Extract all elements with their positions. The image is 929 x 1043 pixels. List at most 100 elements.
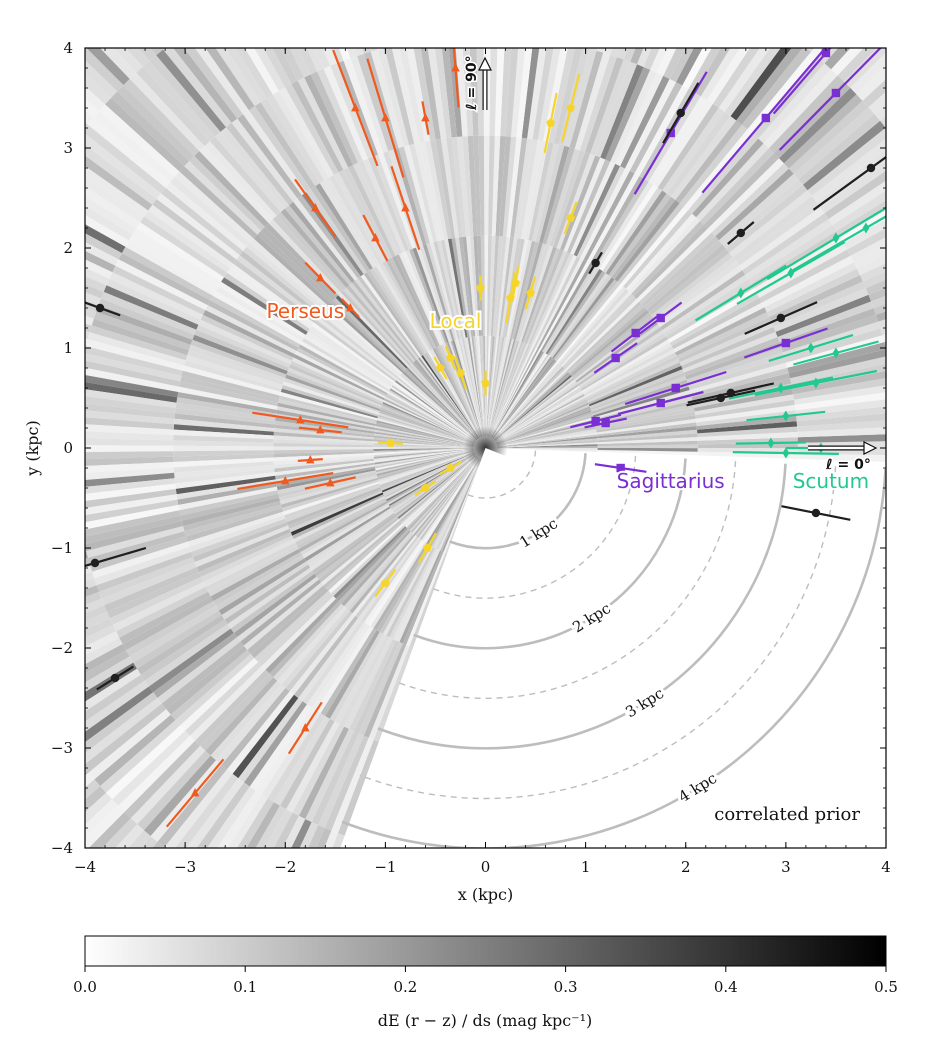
extinction-cell (278, 399, 377, 425)
extinction-cell (797, 453, 886, 462)
extinction-cell (348, 838, 359, 848)
extinction-cell (463, 337, 484, 437)
extinction-cell (424, 352, 480, 438)
extinction-cell (183, 501, 281, 532)
extinction-cell (383, 546, 433, 636)
extinction-cell (0, 104, 61, 168)
extinction-cell (535, 258, 584, 349)
extinction-cell (683, 129, 753, 211)
extinction-cell (174, 468, 275, 484)
extinction-cell (528, 142, 554, 241)
circle-marker (811, 508, 821, 518)
extinction-cell (865, 279, 886, 295)
extinction-cell (210, 295, 301, 348)
diamond-marker (832, 347, 840, 359)
extinction-cell (340, 835, 352, 848)
extinction-cell (807, 127, 886, 196)
extinction-cell (125, 0, 191, 33)
extinction-cell (889, 342, 929, 370)
extinction-cell (376, 450, 474, 476)
extinction-cell (556, 153, 596, 250)
extinction-cell (794, 392, 886, 411)
extinction-cell (273, 451, 374, 458)
extinction-cell (378, 451, 475, 484)
extinction-cell (440, 239, 464, 339)
extinction-cell (625, 213, 697, 292)
extinction-cell (353, 162, 399, 256)
extinction-cell (615, 72, 664, 167)
extinction-cell (85, 259, 113, 279)
extinction-cell (122, 596, 214, 651)
extinction-cell (531, 143, 559, 242)
extinction-cell (574, 52, 611, 151)
extinction-cell (144, 210, 230, 273)
extinction-cell (86, 526, 185, 558)
extinction-cell (381, 405, 475, 444)
extinction-cell (89, 325, 188, 361)
extinction-cell (320, 628, 377, 717)
extinction-cell (277, 402, 376, 426)
extinction-cell (641, 236, 719, 307)
extinction-cell (510, 240, 536, 339)
extinction-cell (0, 168, 30, 222)
extinction-cell (636, 228, 712, 302)
extinction-cell (395, 0, 420, 42)
extinction-cell (85, 300, 99, 312)
pentagon-marker (566, 213, 575, 222)
extinction-cell (868, 287, 886, 302)
extinction-cell (486, 336, 497, 436)
extinction-cell (497, 424, 596, 446)
extinction-cell (188, 344, 286, 382)
extinction-cell (597, 433, 698, 443)
extinction-cell (386, 547, 435, 638)
extinction-cell (462, 48, 474, 137)
extinction-cell (85, 346, 183, 377)
extinction-cell (194, 48, 249, 115)
colorbar-tick-label: 0.3 (554, 978, 578, 996)
extinction-cell (707, 158, 784, 233)
extinction-cell (0, 715, 52, 776)
extinction-cell (759, 249, 851, 303)
extinction-cell (277, 606, 347, 685)
extinction-cell (512, 0, 527, 37)
extinction-cell (0, 668, 26, 721)
extinction-cell (196, 782, 250, 848)
extinction-cell (666, 111, 731, 197)
extinction-cell (85, 60, 118, 98)
extinction-cell (185, 508, 283, 542)
extinction-cell (366, 270, 425, 356)
extinction-cell (443, 459, 482, 553)
extinction-cell (281, 385, 379, 417)
extinction-cell (761, 255, 854, 308)
extinction-cell (596, 48, 605, 53)
extinction-cell (318, 733, 364, 828)
extinction-cell (325, 305, 403, 375)
extinction-cell (703, 153, 779, 229)
extinction-cell (106, 725, 186, 800)
extinction-cell (218, 558, 307, 616)
diamond-marker (767, 437, 775, 449)
extinction-cell (732, 195, 817, 262)
extinction-cell (184, 360, 282, 392)
extinction-cell (569, 0, 598, 45)
extinction-cell (0, 246, 2, 287)
extinction-cell (0, 197, 18, 246)
diamond-marker (737, 287, 745, 299)
extinction-cell (279, 392, 378, 421)
extinction-cell (152, 0, 214, 18)
extinction-cell (648, 96, 707, 185)
extinction-cell (491, 349, 541, 438)
extinction-cell (332, 833, 345, 848)
extinction-cell (291, 80, 344, 173)
extinction-cell (85, 308, 97, 319)
extinction-cell (362, 158, 406, 253)
extinction-cell (495, 382, 578, 442)
triangle-marker (316, 273, 325, 282)
extinction-cell (352, 280, 417, 361)
extinction-cell (374, 429, 474, 447)
extinction-cell (85, 224, 126, 254)
extinction-cell (87, 531, 186, 565)
extinction-cell (273, 428, 374, 440)
extinction-cell (380, 407, 475, 444)
extinction-cell (675, 120, 742, 204)
